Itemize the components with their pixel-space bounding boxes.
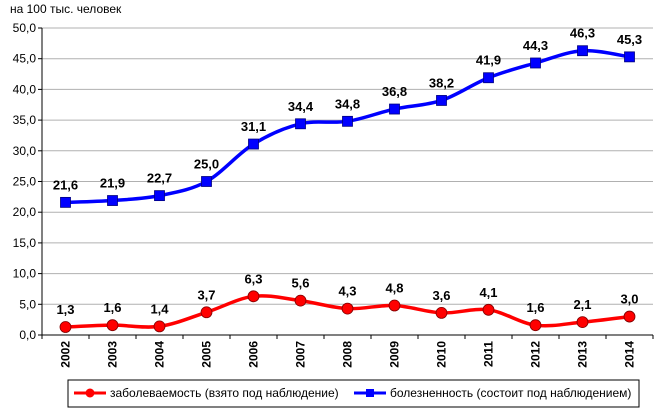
- data-point: [247, 290, 260, 303]
- data-label: 34,4: [288, 99, 314, 114]
- data-label: 3,6: [432, 288, 450, 303]
- y-tick-label: 5,0: [19, 297, 36, 311]
- data-label: 3,0: [620, 292, 638, 307]
- data-label: 1,4: [150, 301, 169, 316]
- data-label: 3,7: [197, 287, 215, 302]
- data-label: 45,3: [617, 32, 642, 47]
- data-point: [341, 302, 354, 315]
- data-label: 44,3: [523, 38, 548, 53]
- data-label: 5,6: [291, 276, 309, 291]
- y-tick-label: 0,0: [19, 328, 36, 342]
- data-label: 31,1: [241, 119, 266, 134]
- data-point: [389, 103, 400, 115]
- data-point: [201, 176, 212, 187]
- data-label: 36,8: [382, 84, 407, 99]
- legend: заболеваемость (взято под наблюдение) бо…: [67, 379, 640, 408]
- data-point: [576, 316, 589, 329]
- x-tick-label: 2009: [388, 341, 402, 368]
- y-tick-labels: 0,0 5,0 10,0 15,0 20,0 25,0 30,0 35,0 40,0 45,0 50…: [13, 21, 37, 342]
- axes: [38, 27, 654, 339]
- series-markers: [59, 45, 636, 333]
- data-point: [154, 190, 165, 202]
- data-label: 2,1: [573, 297, 591, 312]
- data-label: 25,0: [194, 157, 219, 172]
- data-point: [294, 294, 307, 307]
- data-point: [483, 72, 494, 84]
- data-point: [623, 310, 636, 323]
- x-tick-label: 2014: [623, 341, 637, 368]
- data-label: 1,6: [526, 300, 544, 315]
- data-point: [435, 306, 448, 319]
- data-label: 22,7: [147, 171, 172, 186]
- x-tick-label: 2010: [435, 341, 449, 368]
- unit-label: на 100 тыс. человек: [10, 2, 122, 16]
- data-point: [436, 95, 447, 106]
- data-label: 46,3: [570, 26, 595, 41]
- data-point: [60, 196, 71, 208]
- data-point: [577, 45, 588, 57]
- x-tick-label: 2005: [200, 341, 214, 368]
- data-label: 21,6: [53, 177, 78, 192]
- x-tick-label: 2003: [106, 341, 120, 368]
- data-label: 6,3: [244, 271, 262, 286]
- legend-marker-incidence: [85, 388, 95, 398]
- data-label: 4,3: [338, 284, 356, 299]
- y-tick-label: 30,0: [13, 144, 37, 158]
- x-tick-labels: 2002 2003 2004 2005 2006 2007 2008 2009 2010 2011…: [59, 341, 637, 368]
- y-tick-label: 25,0: [13, 175, 37, 189]
- x-tick-label: 2007: [294, 341, 308, 368]
- legend-label-incidence: заболеваемость (взято под наблюдение): [110, 386, 339, 400]
- legend-box: [67, 379, 640, 408]
- data-label: 38,2: [429, 75, 454, 90]
- y-tick-label: 40,0: [13, 82, 37, 96]
- y-tick-label: 35,0: [13, 113, 37, 127]
- data-point: [295, 118, 306, 130]
- data-point: [342, 115, 353, 127]
- legend-label-prevalence: болезненность (состоит под наблюдением): [390, 386, 631, 400]
- y-tick-label: 45,0: [13, 52, 37, 66]
- x-tick-label: 2002: [59, 341, 73, 368]
- y-tick-label: 50,0: [13, 21, 37, 35]
- data-point: [388, 299, 401, 312]
- data-labels: 1,3 1,6 1,4 3,7 6,3 5,6 4,3 4,8 3,6 4,1 1,6 2,1 3,0 2…: [53, 26, 642, 317]
- data-point: [107, 195, 118, 206]
- data-point: [248, 138, 259, 150]
- data-point: [59, 321, 72, 333]
- x-tick-label: 2013: [576, 341, 590, 368]
- data-label: 1,6: [103, 300, 121, 315]
- data-label: 4,1: [479, 285, 497, 300]
- x-tick-label: 2011: [482, 341, 496, 367]
- x-tick-label: 2004: [153, 341, 167, 368]
- data-label: 21,9: [100, 176, 125, 191]
- data-point: [200, 306, 213, 319]
- data-label: 4,8: [385, 281, 403, 296]
- x-tick-label: 2008: [341, 341, 355, 368]
- y-tick-label: 10,0: [13, 267, 37, 281]
- data-label: 34,8: [335, 96, 360, 111]
- data-label: 1,3: [56, 302, 74, 317]
- data-point: [530, 57, 541, 69]
- data-point: [624, 51, 635, 63]
- data-point: [482, 303, 495, 316]
- y-tick-label: 15,0: [13, 236, 37, 250]
- data-label: 41,9: [476, 53, 501, 68]
- gridlines: [42, 27, 653, 305]
- data-point: [153, 320, 166, 333]
- y-tick-label: 20,0: [13, 205, 37, 219]
- x-tick-label: 2012: [529, 341, 543, 368]
- x-tick-label: 2006: [247, 341, 261, 368]
- legend-marker-prevalence: [366, 389, 374, 397]
- data-point: [529, 319, 542, 332]
- data-point: [106, 319, 119, 332]
